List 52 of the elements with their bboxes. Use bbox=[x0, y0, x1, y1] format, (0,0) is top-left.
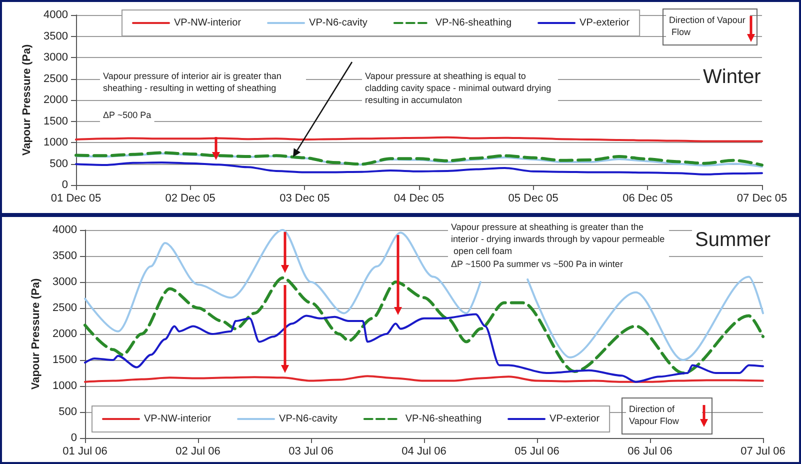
x-tick-label: 04 Jul 06 bbox=[402, 446, 446, 458]
x-tick-label: 06 Dec 05 bbox=[622, 192, 673, 204]
annotation: Vapour pressure of interior air is greater than sheathing - resulting in wetting of sheathing bbox=[103, 71, 284, 93]
legend-label: VP-NW-interior bbox=[174, 18, 242, 28]
y-tick-label: 2000 bbox=[52, 328, 77, 340]
y-tick-label: 500 bbox=[58, 406, 77, 418]
x-tick-label: 04 Dec 05 bbox=[394, 192, 444, 204]
y-tick-label: 500 bbox=[50, 158, 68, 170]
legend-label: VP-exterior bbox=[580, 18, 630, 28]
annotation: ΔP ~1500 Pa summer vs ~500 Pa in winter bbox=[451, 259, 623, 269]
y-tick-label: 3500 bbox=[44, 30, 68, 42]
x-tick-label: 07 Jul 06 bbox=[740, 446, 786, 458]
annotation: Vapour pressure at sheathing is equal to cladding cavity space - minimal outward drying resulting in accumulaton bbox=[365, 71, 554, 105]
x-tick-label: 02 Jul 06 bbox=[176, 446, 220, 458]
y-tick-label: 3000 bbox=[52, 276, 77, 288]
legend-label: VP-N6-sheathing bbox=[435, 18, 512, 28]
legend-label: VP-exterior bbox=[550, 414, 600, 424]
annotation: Direction of Vapour Flow bbox=[669, 15, 746, 37]
line-series bbox=[75, 161, 763, 176]
y-tick-label: 3500 bbox=[52, 250, 77, 262]
x-tick-label: 01 Jul 06 bbox=[62, 446, 108, 458]
y-tick-label: 4000 bbox=[52, 224, 77, 236]
x-tick-label: 06 Jul 06 bbox=[628, 446, 672, 458]
annotation: Vapour pressure at sheathing is greater than the interior - drying inwards through by vapour permeable open cell foam bbox=[451, 222, 665, 256]
y-tick-label: 1500 bbox=[44, 115, 68, 128]
y-axis-title: Vapour Pressure (Pa) bbox=[30, 278, 42, 390]
y-axis-title: Vapour Pressure (Pa) bbox=[21, 44, 34, 156]
x-tick-label: 03 Dec 05 bbox=[280, 192, 330, 204]
y-tick-label: 1000 bbox=[52, 380, 77, 392]
annotation: ΔP ~500 Pa bbox=[103, 110, 152, 120]
y-tick-label: 2500 bbox=[44, 72, 68, 85]
annotation: Direction of Vapour Flow bbox=[629, 404, 680, 426]
x-tick-label: 03 Jul 06 bbox=[288, 446, 334, 458]
annotation: Winter bbox=[703, 66, 762, 88]
legend-label: VP-N6-cavity bbox=[309, 18, 368, 28]
x-tick-label: 02 Dec 05 bbox=[165, 192, 216, 204]
legend-label: VP-NW-interior bbox=[144, 414, 212, 424]
y-tick-label: 2500 bbox=[52, 302, 77, 314]
x-tick-label: 07 Dec 05 bbox=[736, 192, 788, 204]
y-tick-label: 0 bbox=[62, 179, 68, 191]
legend-label: VP-N6-cavity bbox=[279, 414, 338, 424]
y-tick-label: 3000 bbox=[44, 52, 68, 64]
x-tick-label: 01 Dec 05 bbox=[50, 192, 102, 204]
x-tick-label: 05 Jul 06 bbox=[514, 446, 560, 458]
y-tick-label: 1500 bbox=[52, 354, 77, 366]
x-tick-label: 05 Dec 05 bbox=[508, 192, 558, 204]
y-tick-label: 4000 bbox=[44, 9, 68, 21]
y-tick-label: 2000 bbox=[44, 94, 68, 106]
annotation: Summer bbox=[695, 229, 771, 251]
legend-label: VP-N6-sheathing bbox=[405, 414, 482, 424]
y-tick-label: 0 bbox=[70, 432, 77, 444]
y-tick-label: 1000 bbox=[44, 136, 68, 148]
